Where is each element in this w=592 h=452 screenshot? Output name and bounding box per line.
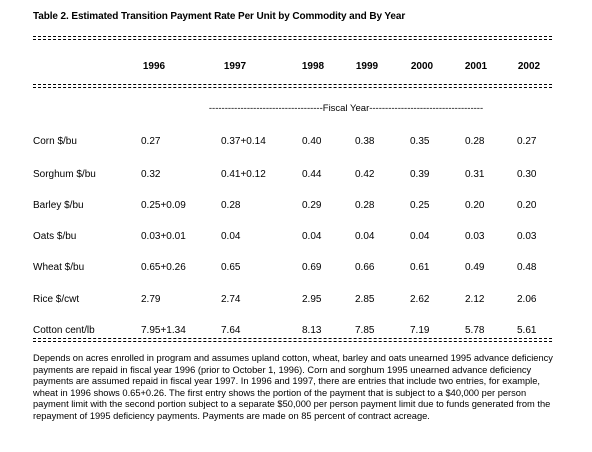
table-cell: 2.12	[465, 294, 485, 305]
table-cell: 8.13	[302, 325, 322, 336]
table-cell: 0.03	[465, 231, 485, 242]
bottom-rule	[33, 338, 552, 342]
row-label: Oats $/bu	[33, 231, 77, 242]
table-cell: 0.40	[302, 136, 322, 147]
year-header-1998: 1998	[301, 61, 325, 72]
table-cell: 2.06	[517, 294, 537, 305]
year-header-2000: 2000	[410, 61, 434, 72]
table-footnote: Depends on acres enrolled in program and…	[33, 353, 553, 421]
table-cell: 0.03	[517, 231, 537, 242]
table-cell: 0.61	[410, 262, 430, 273]
table-cell: 0.04	[410, 231, 430, 242]
year-header-1996: 1996	[142, 61, 166, 72]
year-header-2001: 2001	[464, 61, 488, 72]
table-cell: 0.25+0.09	[141, 200, 186, 211]
table-cell: 0.48	[517, 262, 537, 273]
table-cell: 0.20	[517, 200, 537, 211]
table-cell: 0.04	[221, 231, 241, 242]
row-label: Cotton cent/lb	[33, 325, 95, 336]
table-cell: 7.64	[221, 325, 241, 336]
table-cell: 2.95	[302, 294, 322, 305]
table-cell: 0.25	[410, 200, 430, 211]
fiscal-year-label: ------------------------------------Fisc…	[208, 103, 484, 114]
table-cell: 0.28	[355, 200, 375, 211]
table-cell: 0.20	[465, 200, 485, 211]
table-cell: 0.42	[355, 169, 375, 180]
row-label: Barley $/bu	[33, 200, 84, 211]
row-label: Corn $/bu	[33, 136, 77, 147]
table-cell: 0.65	[221, 262, 241, 273]
year-header-1999: 1999	[355, 61, 379, 72]
row-label: Sorghum $/bu	[33, 169, 96, 180]
row-label: Rice $/cwt	[33, 294, 80, 305]
table-cell: 7.19	[410, 325, 430, 336]
table-cell: 0.38	[355, 136, 375, 147]
table-cell: 5.61	[517, 325, 537, 336]
table-cell: 0.30	[517, 169, 537, 180]
table-title: Table 2. Estimated Transition Payment Ra…	[33, 11, 406, 22]
top-rule	[33, 36, 552, 40]
table-cell: 0.35	[410, 136, 430, 147]
row-label: Wheat $/bu	[33, 262, 85, 273]
table-cell: 2.79	[141, 294, 161, 305]
table-cell: 0.27	[141, 136, 161, 147]
table-cell: 0.69	[302, 262, 322, 273]
table-cell: 0.41+0.12	[221, 169, 266, 180]
table-cell: 2.74	[221, 294, 241, 305]
table-cell: 0.28	[465, 136, 485, 147]
table-cell: 0.66	[355, 262, 375, 273]
table-cell: 0.28	[221, 200, 241, 211]
table-cell: 2.62	[410, 294, 430, 305]
table-cell: 0.03+0.01	[141, 231, 186, 242]
table-cell: 0.04	[355, 231, 375, 242]
table-cell: 0.39	[410, 169, 430, 180]
table-cell: 7.95+1.34	[141, 325, 186, 336]
table-cell: 0.65+0.26	[141, 262, 186, 273]
table-cell: 0.31	[465, 169, 485, 180]
header-rule	[33, 84, 552, 88]
table-cell: 0.32	[141, 169, 161, 180]
table-cell: 2.85	[355, 294, 375, 305]
table-cell: 0.04	[302, 231, 322, 242]
table-cell: 0.49	[465, 262, 485, 273]
table-cell: 7.85	[355, 325, 375, 336]
year-header-1997: 1997	[223, 61, 247, 72]
table-cell: 0.27	[517, 136, 537, 147]
table-cell: 5.78	[465, 325, 485, 336]
year-header-2002: 2002	[517, 61, 541, 72]
table-cell: 0.44	[302, 169, 322, 180]
table-cell: 0.37+0.14	[221, 136, 266, 147]
table-cell: 0.29	[302, 200, 322, 211]
